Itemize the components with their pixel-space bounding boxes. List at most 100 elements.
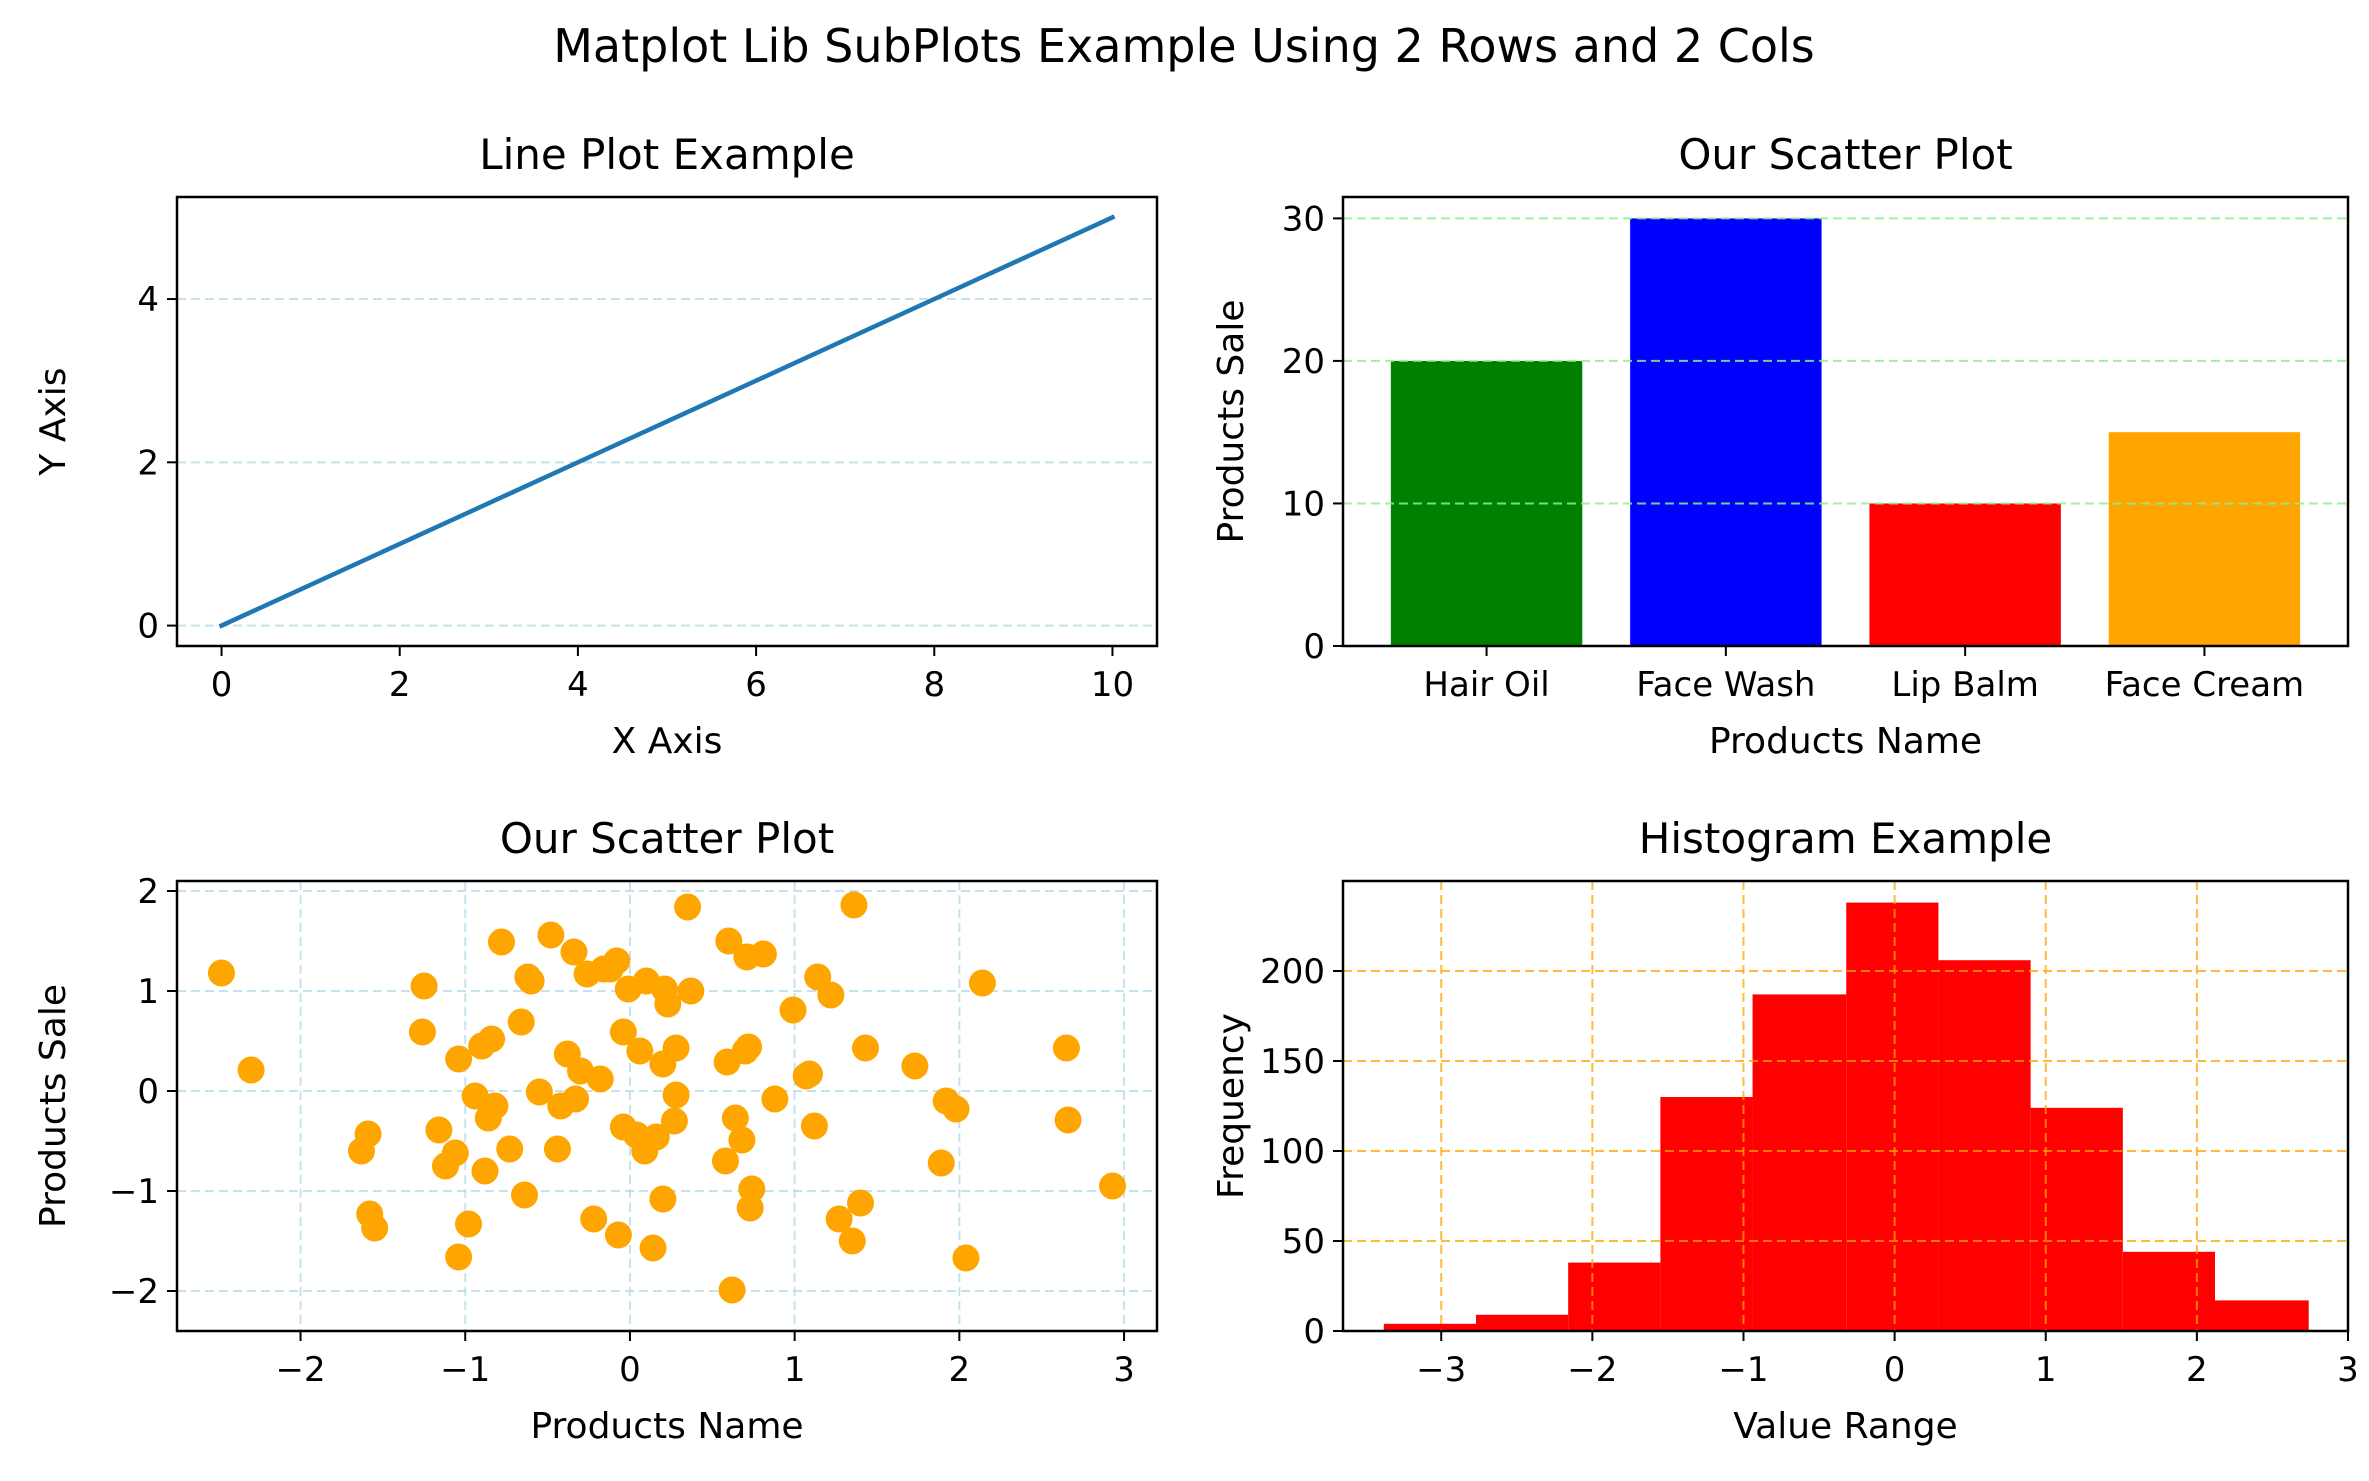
scatter-plot-axes: −2 −1 0 1 2 3 −2 −1 0 1 2 Our Scatter Plot Products … — [33, 814, 1159, 1447]
scatter-point — [738, 1175, 766, 1203]
histogram-bar — [1752, 994, 1847, 1331]
scatter-point — [927, 1149, 955, 1177]
scatter-point — [721, 1104, 749, 1132]
scatter-point — [1052, 1034, 1080, 1062]
y-tick-label: −1 — [109, 1172, 159, 1212]
scatter-point — [445, 1243, 473, 1271]
scatter-point — [942, 1095, 970, 1123]
x-tick-label: −3 — [1416, 1350, 1466, 1390]
x-axis-label: Value Range — [1733, 1406, 1957, 1447]
axes-frame — [175, 879, 1159, 1333]
series-line — [218, 214, 1116, 629]
scatter-point — [654, 990, 682, 1018]
histogram-bar — [1475, 1314, 1569, 1331]
y-tick-label: 50 — [1282, 1222, 1325, 1262]
y-tick-label: 150 — [1260, 1042, 1325, 1082]
scatter-point — [441, 1139, 469, 1167]
scatter-point — [749, 940, 777, 968]
x-tick-label: 3 — [2337, 1350, 2359, 1390]
scatter-point — [662, 1034, 690, 1062]
scatter-point — [425, 1116, 453, 1144]
scatter-point — [847, 1189, 875, 1217]
scatter-point — [735, 1033, 763, 1061]
y-axis-label: Products Sale — [1211, 300, 1252, 544]
x-tick-label: 1 — [784, 1350, 806, 1390]
scatter-point — [817, 981, 845, 1009]
scatter-point — [511, 1181, 539, 1209]
histogram-bar — [2122, 1251, 2216, 1331]
figure-suptitle: Matplot Lib SubPlots Example Using 2 Row… — [553, 19, 1815, 73]
scatter-point — [471, 1157, 499, 1185]
x-tick-label: 0 — [1884, 1350, 1906, 1390]
x-axis-label: Products Name — [1709, 721, 1982, 762]
x-tick-label: −1 — [440, 1350, 490, 1390]
scatter-point — [674, 893, 702, 921]
scatter-point — [543, 1135, 571, 1163]
y-tick-label: 10 — [1282, 484, 1325, 524]
scatter-point — [361, 1214, 389, 1242]
scatter-point — [562, 1085, 590, 1113]
histogram-bar — [1938, 960, 2031, 1331]
bar — [2108, 432, 2301, 646]
bar — [1630, 218, 1822, 646]
axes-title: Our Scatter Plot — [500, 814, 834, 863]
histogram-bar — [1568, 1262, 1661, 1331]
scatter-point — [639, 1234, 667, 1262]
scatter-point — [507, 1008, 535, 1036]
scatter-point — [795, 1060, 823, 1088]
x-tick-label: −2 — [275, 1350, 325, 1390]
histogram-bar — [1846, 902, 1939, 1331]
axes-frame — [1341, 879, 2350, 1333]
scatter-point — [1054, 1106, 1082, 1134]
histogram-bar — [1660, 1097, 1753, 1331]
scatter-point — [968, 969, 996, 997]
scatter-point — [715, 927, 743, 955]
axes-frame — [175, 195, 1159, 648]
scatter-point — [354, 1120, 382, 1148]
x-tick-label: 3 — [1113, 1350, 1135, 1390]
scatter-point — [609, 1018, 637, 1046]
x-tick-label: Face Wash — [1636, 665, 1815, 705]
y-axis-label: Products Sale — [33, 984, 74, 1228]
scatter-point — [487, 928, 515, 956]
scatter-point — [718, 1276, 746, 1304]
scatter-point — [560, 938, 588, 966]
scatter-point — [455, 1210, 483, 1238]
x-tick-label: 0 — [211, 665, 233, 705]
scatter-point — [445, 1045, 473, 1073]
y-tick-label: 0 — [1303, 627, 1325, 667]
scatter-point — [478, 1025, 506, 1053]
x-tick-label: 4 — [567, 665, 589, 705]
scatter-point — [410, 972, 438, 1000]
x-tick-label: Lip Balm — [1891, 665, 2039, 705]
x-tick-label: 2 — [389, 665, 411, 705]
axes-title: Histogram Example — [1639, 814, 2052, 863]
histogram-bar — [2030, 1107, 2123, 1331]
scatter-point — [838, 1227, 866, 1255]
scatter-point — [800, 1112, 828, 1140]
x-tick-label: 2 — [949, 1350, 971, 1390]
y-tick-label: 1 — [137, 972, 159, 1012]
x-axis-label: Products Name — [530, 1406, 803, 1447]
scatter-point — [952, 1244, 980, 1272]
scatter-point — [604, 1221, 632, 1249]
scatter-point — [677, 977, 705, 1005]
y-tick-label: −2 — [109, 1272, 159, 1312]
line-plot-axes: 0 2 4 6 8 10 0 2 4 Line Plot Example X Axis Y Axis — [33, 130, 1159, 762]
x-tick-label: Hair Oil — [1423, 665, 1549, 705]
scatter-point — [237, 1056, 265, 1084]
x-tick-label: 1 — [2035, 1350, 2057, 1390]
scatter-point — [711, 1147, 739, 1175]
scatter-point — [517, 967, 545, 995]
scatter-point — [537, 921, 565, 949]
scatter-point — [525, 1078, 553, 1106]
x-tick-label: Face Cream — [2105, 665, 2305, 705]
y-tick-label: 20 — [1282, 342, 1325, 382]
scatter-point — [1099, 1172, 1127, 1200]
y-axis-label: Frequency — [1211, 1013, 1252, 1199]
x-tick-label: 10 — [1091, 665, 1134, 705]
scatter-point — [901, 1052, 929, 1080]
scatter-point — [649, 1185, 677, 1213]
scatter-point — [496, 1135, 524, 1163]
